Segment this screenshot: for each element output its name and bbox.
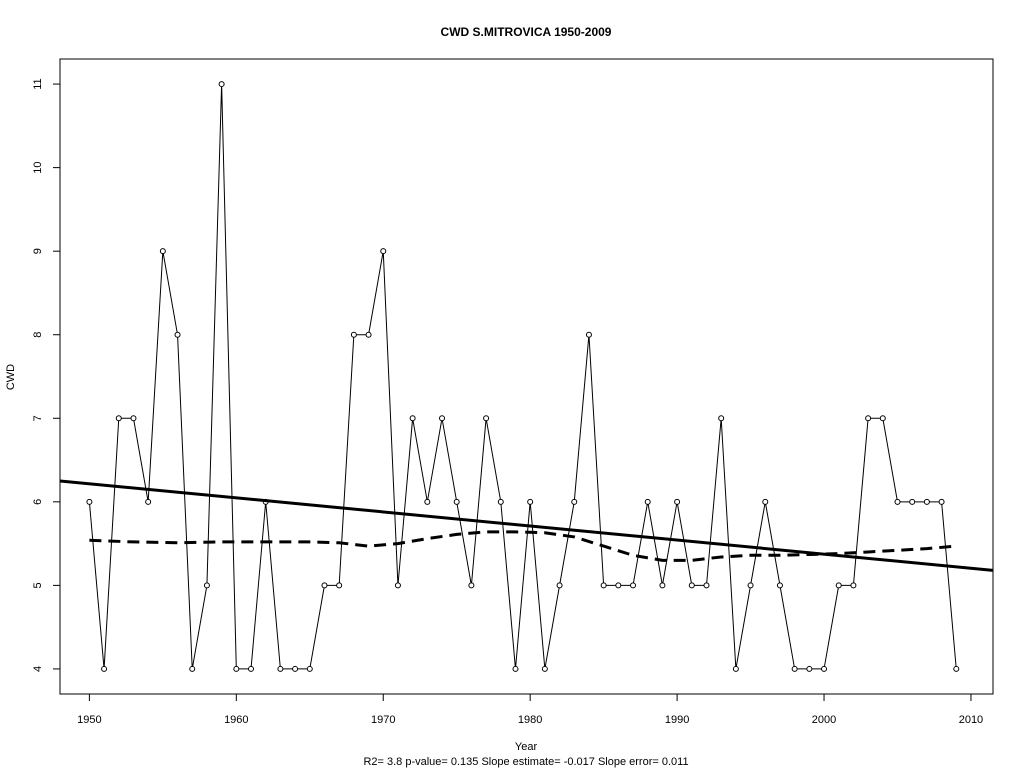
- observed-point: [909, 498, 916, 505]
- observed-point: [497, 498, 504, 505]
- observed-point: [130, 415, 137, 422]
- x-tick-label: 1990: [665, 714, 689, 726]
- observed-point: [879, 415, 886, 422]
- observed-point: [159, 248, 166, 255]
- observed-point: [615, 582, 622, 589]
- observed-point: [306, 665, 313, 672]
- observed-point: [659, 582, 666, 589]
- y-tick-label: 11: [32, 78, 44, 89]
- observed-point: [409, 415, 416, 422]
- observed-point: [762, 498, 769, 505]
- observed-point: [277, 665, 284, 672]
- observed-point: [218, 81, 225, 88]
- observed-point: [115, 415, 122, 422]
- observed-point: [923, 498, 930, 505]
- observed-point: [292, 665, 299, 672]
- observed-point: [571, 498, 578, 505]
- observed-point: [791, 665, 798, 672]
- observed-series-line: [88, 84, 957, 670]
- observed-point: [644, 498, 651, 505]
- observed-point: [380, 248, 387, 255]
- observed-point: [248, 665, 255, 672]
- observed-point: [630, 582, 637, 589]
- observed-point: [953, 665, 960, 672]
- observed-point: [336, 582, 343, 589]
- observed-point: [453, 498, 460, 505]
- observed-point: [938, 498, 945, 505]
- observed-point: [585, 331, 592, 338]
- smoothed-curve: [89, 530, 957, 562]
- observed-point: [821, 665, 828, 672]
- y-tick-label: 10: [32, 161, 44, 173]
- observed-point: [189, 665, 196, 672]
- observed-point: [145, 498, 152, 505]
- linear-trend-line: [60, 479, 993, 572]
- x-axis: 1950 1960 1970 1980 1990 2000 2010: [77, 693, 983, 726]
- observed-point: [718, 415, 725, 422]
- y-axis: 4 5 6 7 8 9 10 11: [32, 78, 61, 672]
- observed-point: [350, 331, 357, 338]
- observed-point: [468, 582, 475, 589]
- observed-point: [541, 665, 548, 672]
- chart-title: CWD S.MITROVICA 1950-2009: [441, 25, 612, 39]
- observed-point: [174, 331, 181, 338]
- x-axis-label: Year: [515, 741, 538, 753]
- x-tick-label: 1970: [371, 714, 395, 726]
- observed-point: [747, 582, 754, 589]
- series-layer: [60, 81, 993, 672]
- observed-point: [674, 498, 681, 505]
- observed-point: [483, 415, 490, 422]
- observed-point: [835, 582, 842, 589]
- observed-point: [394, 582, 401, 589]
- observed-point: [865, 415, 872, 422]
- observed-point: [101, 665, 108, 672]
- y-tick-label: 9: [32, 248, 44, 254]
- y-tick-label: 7: [32, 415, 44, 421]
- observed-point: [527, 498, 534, 505]
- x-tick-label: 2010: [959, 714, 983, 726]
- observed-point: [233, 665, 240, 672]
- observed-point: [512, 665, 519, 672]
- observed-point: [688, 582, 695, 589]
- observed-point: [776, 582, 783, 589]
- observed-point: [203, 582, 210, 589]
- x-tick-label: 2000: [812, 714, 836, 726]
- x-tick-label: 1980: [518, 714, 542, 726]
- observed-point: [850, 582, 857, 589]
- y-tick-label: 5: [32, 582, 44, 588]
- x-tick-label: 1960: [224, 714, 248, 726]
- observed-point: [424, 498, 431, 505]
- observed-point: [600, 582, 607, 589]
- observed-point: [703, 582, 710, 589]
- x-tick-label: 1950: [77, 714, 101, 726]
- observed-point: [365, 331, 372, 338]
- y-tick-label: 4: [32, 666, 44, 672]
- y-tick-label: 8: [32, 332, 44, 338]
- observed-point: [86, 498, 93, 505]
- plot-frame: [59, 58, 994, 695]
- observed-point: [806, 665, 813, 672]
- y-axis-label: CWD: [5, 364, 17, 390]
- observed-point: [556, 582, 563, 589]
- observed-point: [439, 415, 446, 422]
- stats-footer: R2= 3.8 p-value= 0.135 Slope estimate= -…: [363, 756, 688, 768]
- observed-point: [732, 665, 739, 672]
- observed-point: [894, 498, 901, 505]
- observed-point: [321, 582, 328, 589]
- y-tick-label: 6: [32, 499, 44, 505]
